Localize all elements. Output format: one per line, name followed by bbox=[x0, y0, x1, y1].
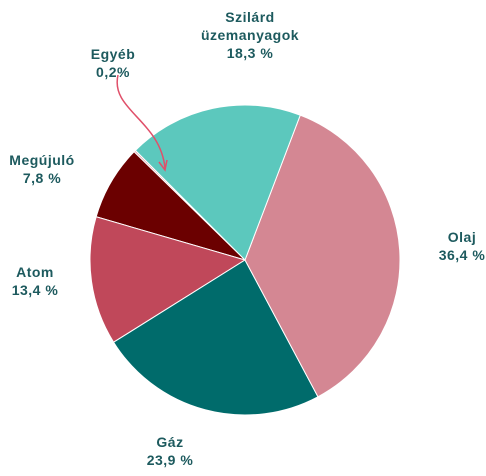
value-label: 0,2% bbox=[96, 64, 130, 80]
value-label: 7,8 % bbox=[22, 170, 62, 186]
slice-label: Atom 13,4 % bbox=[0, 263, 75, 299]
slice-label: Megújuló 7,8 % bbox=[2, 151, 82, 187]
category-name: Olaj bbox=[447, 229, 477, 245]
pointer-arrow-head bbox=[158, 159, 168, 172]
slice-label: Olaj 36,4 % bbox=[422, 228, 486, 264]
value-label: 18,3 % bbox=[226, 45, 274, 61]
pie-slice bbox=[134, 104, 301, 261]
pie-slice bbox=[244, 114, 401, 398]
category-name: Szilárd üzemanyagok bbox=[200, 9, 300, 43]
slice-label: Szilárd üzemanyagok 18,3 % bbox=[185, 8, 315, 62]
slice-label: Gáz 23,9 % bbox=[130, 433, 210, 469]
value-label: 13,4 % bbox=[11, 282, 59, 298]
pie-slice bbox=[89, 216, 247, 343]
pie-slice bbox=[112, 259, 319, 416]
category-name: Megújuló bbox=[9, 152, 75, 168]
category-name: Atom bbox=[16, 264, 54, 280]
category-name: Gáz bbox=[156, 434, 184, 450]
slice-label: Egyéb 0,2% bbox=[73, 45, 153, 81]
value-label: 23,9 % bbox=[146, 452, 194, 468]
category-name: Egyéb bbox=[90, 46, 136, 62]
value-label: 36,4 % bbox=[438, 247, 486, 263]
pointer-arrow bbox=[116, 74, 166, 169]
